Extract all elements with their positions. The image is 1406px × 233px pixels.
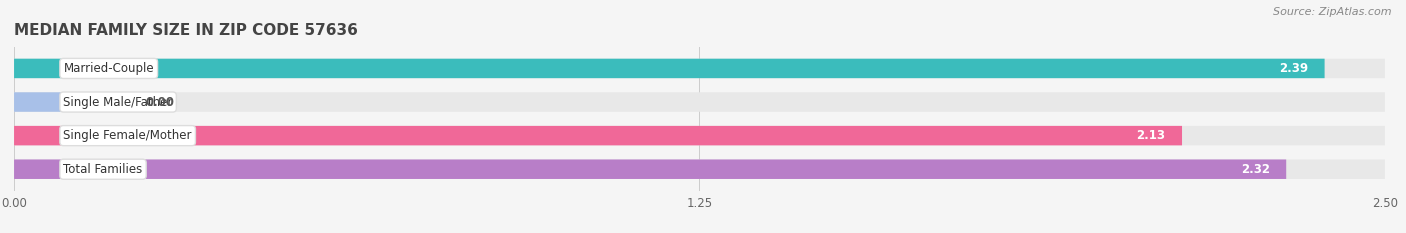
FancyBboxPatch shape bbox=[14, 126, 1182, 145]
FancyBboxPatch shape bbox=[14, 126, 1385, 145]
Text: MEDIAN FAMILY SIZE IN ZIP CODE 57636: MEDIAN FAMILY SIZE IN ZIP CODE 57636 bbox=[14, 24, 359, 38]
Text: 2.39: 2.39 bbox=[1279, 62, 1308, 75]
Text: Single Female/Mother: Single Female/Mother bbox=[63, 129, 191, 142]
FancyBboxPatch shape bbox=[14, 159, 1385, 179]
Text: Source: ZipAtlas.com: Source: ZipAtlas.com bbox=[1274, 7, 1392, 17]
Text: Married-Couple: Married-Couple bbox=[63, 62, 155, 75]
FancyBboxPatch shape bbox=[14, 59, 1385, 78]
FancyBboxPatch shape bbox=[14, 92, 1385, 112]
FancyBboxPatch shape bbox=[14, 59, 1324, 78]
Text: 2.13: 2.13 bbox=[1136, 129, 1166, 142]
Text: Single Male/Father: Single Male/Father bbox=[63, 96, 173, 109]
Text: Total Families: Total Families bbox=[63, 163, 142, 176]
Text: 2.32: 2.32 bbox=[1240, 163, 1270, 176]
FancyBboxPatch shape bbox=[14, 92, 112, 112]
FancyBboxPatch shape bbox=[14, 159, 1286, 179]
Text: 0.00: 0.00 bbox=[146, 96, 174, 109]
